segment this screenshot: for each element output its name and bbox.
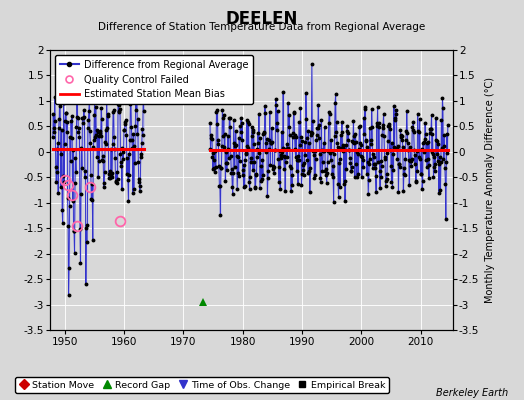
Text: Berkeley Earth: Berkeley Earth <box>436 388 508 398</box>
Text: DEELEN: DEELEN <box>226 10 298 28</box>
Y-axis label: Monthly Temperature Anomaly Difference (°C): Monthly Temperature Anomaly Difference (… <box>485 77 495 303</box>
Legend: Station Move, Record Gap, Time of Obs. Change, Empirical Break: Station Move, Record Gap, Time of Obs. C… <box>15 377 389 393</box>
Legend: Difference from Regional Average, Quality Control Failed, Estimated Station Mean: Difference from Regional Average, Qualit… <box>54 55 253 104</box>
Text: Difference of Station Temperature Data from Regional Average: Difference of Station Temperature Data f… <box>99 22 425 32</box>
